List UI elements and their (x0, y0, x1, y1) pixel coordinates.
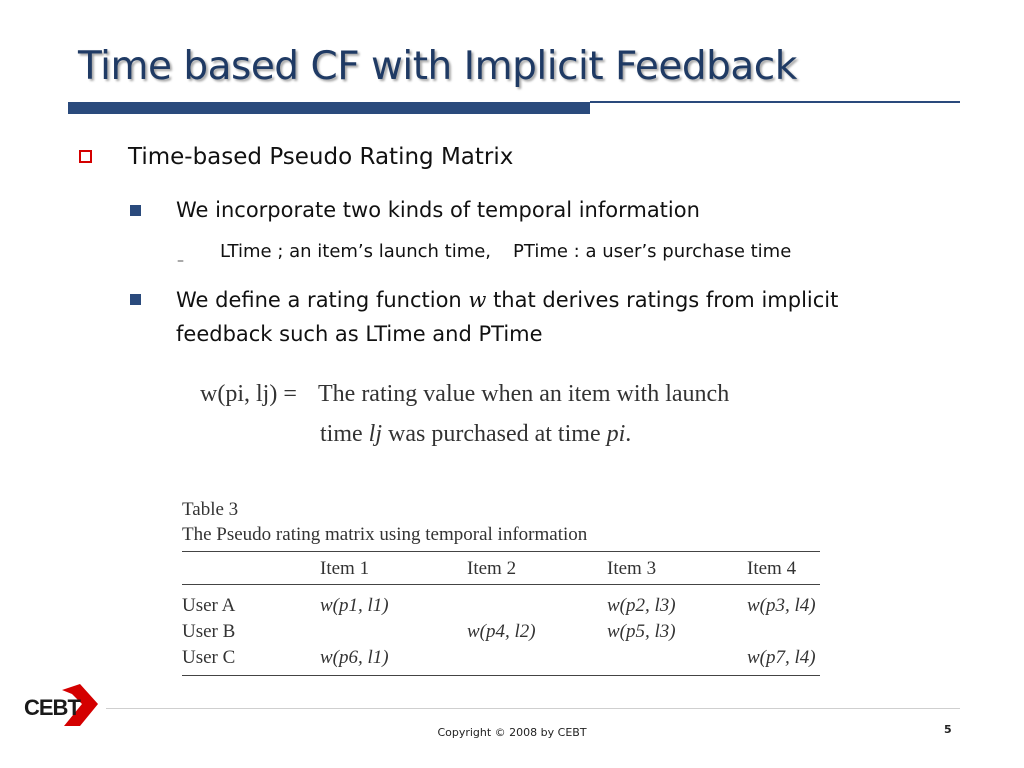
table-cell: w(p5, l3) (607, 621, 676, 642)
table-header-cell (182, 551, 320, 585)
table-cell: w(p3, l4) (747, 595, 816, 616)
sub-bullet-rating-function: We define a rating function w that deriv… (176, 283, 838, 351)
footer-divider (106, 708, 960, 709)
formula-line2: time lj was purchased at time pi. (320, 421, 632, 447)
table-cell (747, 619, 820, 645)
table-cell (320, 619, 467, 645)
table-caption-title: The Pseudo rating matrix using temporal … (182, 524, 588, 545)
table-cell (607, 645, 747, 676)
square-bullet-icon (130, 294, 141, 305)
table-header-row: Item 1 Item 2 Item 3 Item 4 (182, 551, 820, 585)
table-cell: w(p6, l1) (320, 645, 467, 676)
table-header-cell: Item 1 (320, 551, 467, 585)
table-row-label: User C (182, 645, 320, 676)
sub-bullet-temporal-info: We incorporate two kinds of temporal inf… (176, 198, 700, 222)
formula-lhs: w(pi, lj) = (200, 381, 297, 407)
page-number: 5 (944, 723, 952, 736)
rating-function-symbol: w (468, 288, 487, 312)
table-header-cell: Item 2 (467, 551, 607, 585)
title-underline-thin (590, 101, 960, 103)
table-cell: w(p7, l4) (747, 645, 820, 676)
dash-bullet-icon: – (177, 253, 184, 269)
logo-text: CEBT (24, 695, 81, 720)
hollow-square-bullet-icon (79, 150, 92, 163)
pseudo-rating-table-block: Table 3 The Pseudo rating matrix using t… (182, 497, 820, 676)
bullet-pseudo-rating-matrix: Time-based Pseudo Rating Matrix (128, 144, 514, 170)
title-underline-thick (68, 102, 590, 114)
table-cell: w(p4, l2) (467, 621, 536, 642)
table-row-label: User B (182, 621, 236, 642)
rating-function-text-end: that derives ratings from implicit (486, 288, 839, 312)
table-row: User B w(p4, l2) w(p5, l3) (182, 619, 820, 645)
logo-check-mark-icon (62, 684, 98, 726)
formula-line1: The rating value when an item with launc… (318, 381, 730, 407)
table-cell: w(p1, l1) (320, 595, 389, 616)
table-row: User C w(p6, l1) w(p7, l4) (182, 645, 820, 676)
slide-title: Time based CF with Implicit Feedback (78, 44, 797, 89)
square-bullet-icon (130, 205, 141, 216)
rating-formula: w(pi, lj) = The rating value when an item… (200, 374, 729, 454)
cebt-logo: CEBT (24, 682, 100, 728)
ltime-definition: LTime ; an item’s launch time, (220, 241, 492, 262)
table-cell (467, 585, 607, 620)
pseudo-rating-table: Item 1 Item 2 Item 3 Item 4 User A w(p1,… (182, 551, 820, 676)
table-header-cell: Item 3 (607, 551, 747, 585)
sub-sub-bullet-ltime-ptime: LTime ; an item’s launch time, PTime : a … (220, 241, 791, 262)
rating-function-text-start: We define a rating function (176, 288, 469, 312)
footer-copyright: Copyright © 2008 by CEBT (437, 726, 587, 739)
ptime-definition: PTime : a user’s purchase time (513, 241, 792, 262)
rating-function-text-line2: feedback such as LTime and PTime (176, 322, 543, 346)
table-caption-number: Table 3 (182, 499, 239, 520)
table-cell: w(p2, l3) (607, 595, 676, 616)
table-cell (467, 645, 607, 676)
table-header-cell: Item 4 (747, 551, 820, 585)
table-row: User A w(p1, l1) w(p2, l3) w(p3, l4) (182, 585, 820, 620)
table-row-label: User A (182, 595, 236, 616)
